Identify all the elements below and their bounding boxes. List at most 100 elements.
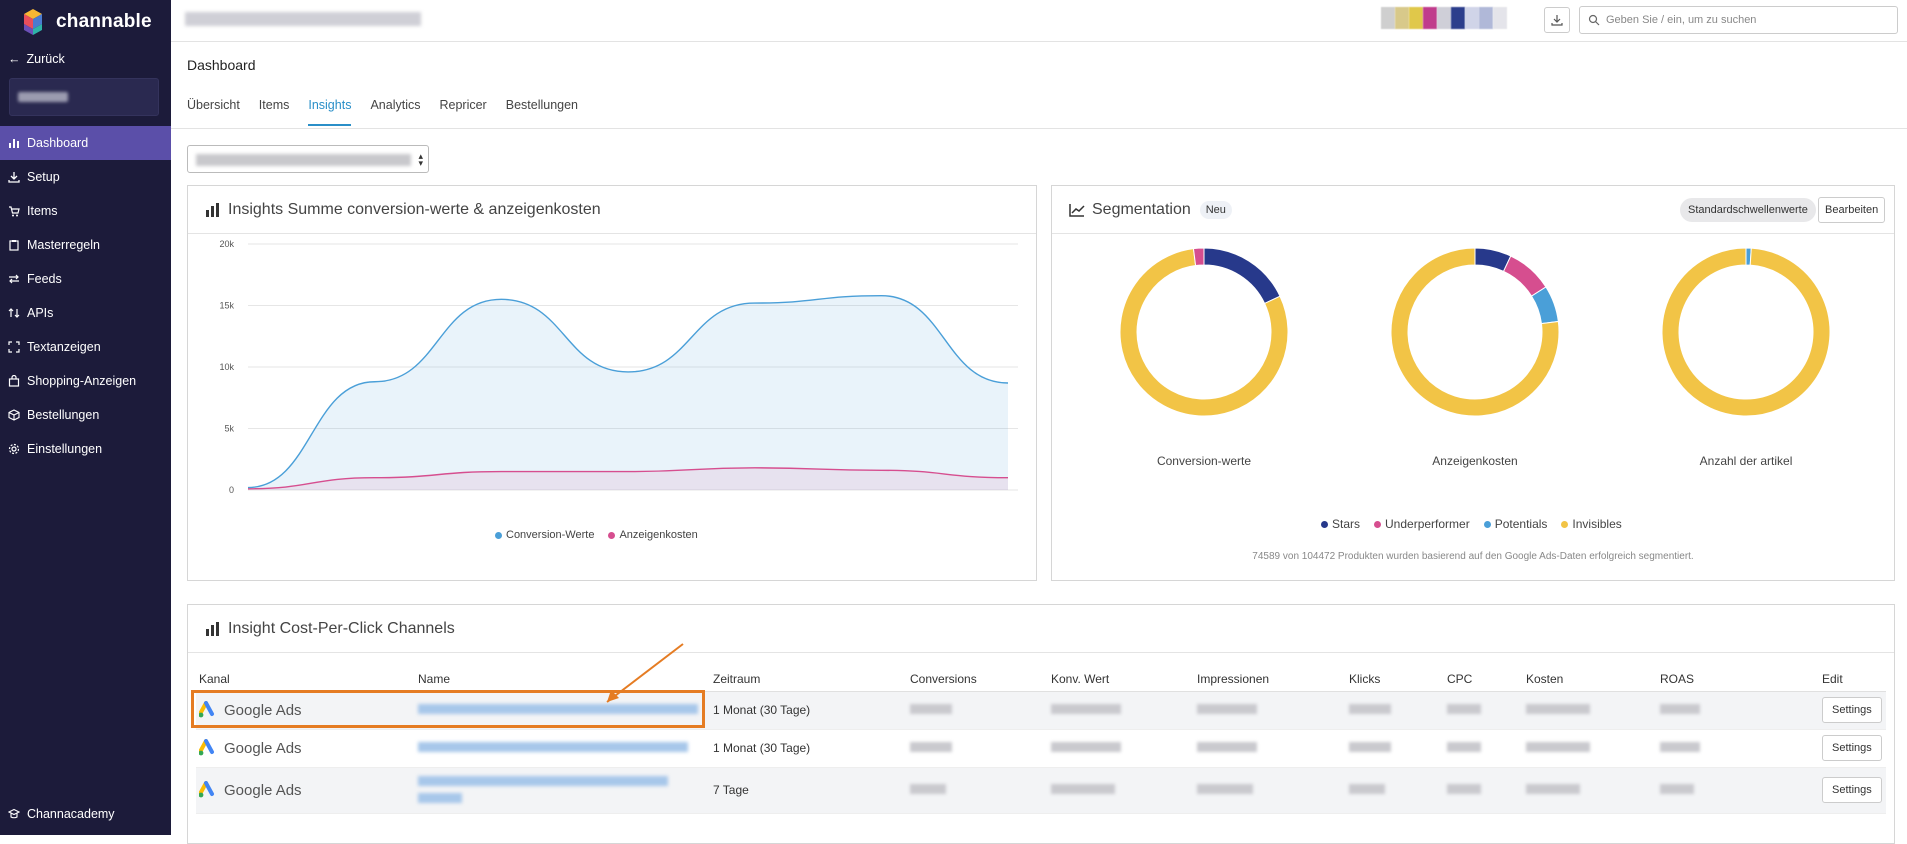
y-tick-label: 20k <box>219 239 234 249</box>
google-ads-icon <box>199 781 214 798</box>
col-zeitraum[interactable]: Zeitraum <box>710 667 907 692</box>
arrows-icon <box>9 274 19 284</box>
area-chart: 05k10k15k20k17 sep.18 sep.19 sep.20 sep.… <box>219 239 1018 494</box>
campaign-name-link[interactable] <box>418 775 668 786</box>
breadcrumb[interactable] <box>185 12 421 26</box>
main-content: Dashboard Übersicht Items Insights Analy… <box>171 42 1907 844</box>
donut-slice[interactable] <box>1119 248 1289 417</box>
series-line-anzeigenkosten <box>247 467 1009 490</box>
arrow-left-icon: ← <box>8 52 21 66</box>
search-icon <box>1588 14 1600 26</box>
sidebar-item-label: Einstellungen <box>27 442 103 456</box>
legend-potentials[interactable]: Potentials <box>1483 517 1547 531</box>
back-label: Zurück <box>26 52 65 66</box>
legend-underperformer[interactable]: Underperformer <box>1374 517 1470 531</box>
donut-slice[interactable] <box>1390 247 1560 417</box>
col-kosten[interactable]: Kosten <box>1523 667 1657 692</box>
legend-conversion-werte[interactable]: Conversion-Werte <box>495 529 594 541</box>
tab-bestellungen[interactable]: Bestellungen <box>505 98 579 112</box>
graduation-cap-icon <box>8 808 20 819</box>
cpc-panel: Insight Cost-Per-Click Channels Kanal Na… <box>187 604 1895 844</box>
channable-logo[interactable]: channable <box>18 6 152 38</box>
sidebar-item-label: Channacademy <box>27 807 115 821</box>
sidebar-nav: Dashboard Setup Items Masterregeln Feeds… <box>0 126 171 466</box>
sidebar-item-einstellungen[interactable]: Einstellungen <box>0 432 171 466</box>
search-input[interactable]: Geben Sie / ein, um zu suchen <box>1579 6 1898 34</box>
line-chart-icon <box>1069 203 1085 217</box>
donut-slice[interactable] <box>1502 255 1547 297</box>
legend-invisibles[interactable]: Invisibles <box>1561 517 1622 531</box>
google-ads-channel: Google Ads <box>199 701 415 719</box>
cpc-table: Kanal Name Zeitraum Conversions Konv. We… <box>196 667 1886 814</box>
settings-button[interactable]: Settings <box>1822 735 1882 761</box>
annotation-arrow-icon <box>606 643 684 703</box>
tab-items[interactable]: Items <box>258 98 290 112</box>
page-title: Dashboard <box>187 57 256 73</box>
google-ads-icon <box>199 701 214 718</box>
col-conversions[interactable]: Conversions <box>907 667 1048 692</box>
download-icon <box>1551 15 1563 26</box>
account-selector[interactable] <box>9 78 159 116</box>
brand-name: channable <box>56 11 152 32</box>
sidebar-item-bestellungen[interactable]: Bestellungen <box>0 398 171 432</box>
period-cell: 1 Monat (30 Tage) <box>710 729 907 768</box>
sidebar-item-label: Dashboard <box>27 136 89 150</box>
sidebar-item-label: Setup <box>27 170 60 184</box>
back-link[interactable]: ← Zurück <box>8 52 65 66</box>
table-row: Google Ads 1 Monat (30 Tage) Settings <box>196 729 1886 768</box>
col-kanal[interactable]: Kanal <box>196 667 415 692</box>
donut-slice[interactable] <box>1661 247 1831 417</box>
sidebar-item-apis[interactable]: APIs <box>0 296 171 330</box>
col-klicks[interactable]: Klicks <box>1346 667 1444 692</box>
tab-analytics[interactable]: Analytics <box>370 98 421 112</box>
donut-slice[interactable] <box>1192 247 1205 267</box>
col-roas[interactable]: ROAS <box>1657 667 1819 692</box>
sidebar-item-shopping-anzeigen[interactable]: Shopping-Anzeigen <box>0 364 171 398</box>
col-impressionen[interactable]: Impressionen <box>1194 667 1346 692</box>
insights-panel-title: Insights Summe conversion-werte & anzeig… <box>228 200 601 218</box>
sidebar-item-setup[interactable]: Setup <box>0 160 171 194</box>
period-cell: 7 Tage <box>710 767 907 814</box>
sidebar-item-masterregeln[interactable]: Masterregeln <box>0 228 171 262</box>
sidebar-item-channacademy[interactable]: Channacademy <box>0 797 171 831</box>
donut-slice[interactable] <box>1203 247 1281 305</box>
sidebar-item-dashboard[interactable]: Dashboard <box>0 126 171 160</box>
campaign-name-link[interactable] <box>418 742 688 752</box>
sidebar-item-label: Items <box>27 204 58 218</box>
tab-repricer[interactable]: Repricer <box>439 98 487 112</box>
tab-uebersicht[interactable]: Übersicht <box>187 98 240 112</box>
clipboard-icon <box>9 240 19 251</box>
channel-select[interactable]: ▴ ▾ <box>187 145 429 173</box>
sidebar-item-label: APIs <box>27 306 54 320</box>
settings-button[interactable]: Settings <box>1822 697 1882 723</box>
segmentation-title: Segmentation <box>1092 200 1191 218</box>
campaign-name-link[interactable] <box>418 704 698 714</box>
series-area-conversion-werte <box>248 295 1008 490</box>
col-cpc[interactable]: CPC <box>1444 667 1523 692</box>
download-icon <box>8 172 20 183</box>
y-tick-label: 10k <box>219 362 234 372</box>
bar-chart-icon <box>206 621 219 636</box>
legend-stars[interactable]: Stars <box>1321 517 1360 531</box>
topbar: Geben Sie / ein, um zu suchen <box>171 0 1907 42</box>
thresholds-button[interactable]: Standardschwellenwerte <box>1680 198 1816 222</box>
col-konv-wert[interactable]: Konv. Wert <box>1048 667 1194 692</box>
settings-button[interactable]: Settings <box>1822 777 1882 803</box>
legend-anzeigenkosten[interactable]: Anzeigenkosten <box>608 529 698 541</box>
google-ads-channel: Google Ads <box>199 781 415 799</box>
project-switcher[interactable] <box>1381 7 1507 29</box>
tab-insights[interactable]: Insights <box>308 98 352 126</box>
cart-icon <box>9 206 20 217</box>
y-tick-label: 5k <box>224 424 234 434</box>
sidebar-item-label: Bestellungen <box>27 408 100 422</box>
download-button[interactable] <box>1544 7 1570 33</box>
sidebar-item-feeds[interactable]: Feeds <box>0 262 171 296</box>
sidebar-item-label: Masterregeln <box>27 238 100 252</box>
table-row: Google Ads 7 Tage Settings <box>196 767 1886 814</box>
edit-button[interactable]: Bearbeiten <box>1818 197 1886 223</box>
new-badge: Neu <box>1199 200 1232 219</box>
sidebar-item-textanzeigen[interactable]: Textanzeigen <box>0 330 171 364</box>
donut-label-conversion-werte: Conversion-werte <box>1156 454 1252 468</box>
sidebar-item-items[interactable]: Items <box>0 194 171 228</box>
sidebar-item-label: Shopping-Anzeigen <box>27 374 137 388</box>
